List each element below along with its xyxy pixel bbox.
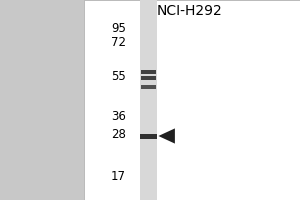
Text: NCI-H292: NCI-H292 [156,4,222,18]
Bar [140,134,157,138]
Text: 28: 28 [111,128,126,140]
Bar [141,70,156,74]
Polygon shape [158,128,175,144]
Bar [141,76,156,80]
Bar [0,0,84,200]
Text: 95: 95 [111,22,126,36]
Bar [140,0,157,200]
Text: 17: 17 [111,170,126,184]
Bar [84,0,300,200]
Text: 36: 36 [111,110,126,122]
Text: 55: 55 [111,71,126,84]
Text: 72: 72 [111,36,126,49]
Bar [141,85,156,89]
